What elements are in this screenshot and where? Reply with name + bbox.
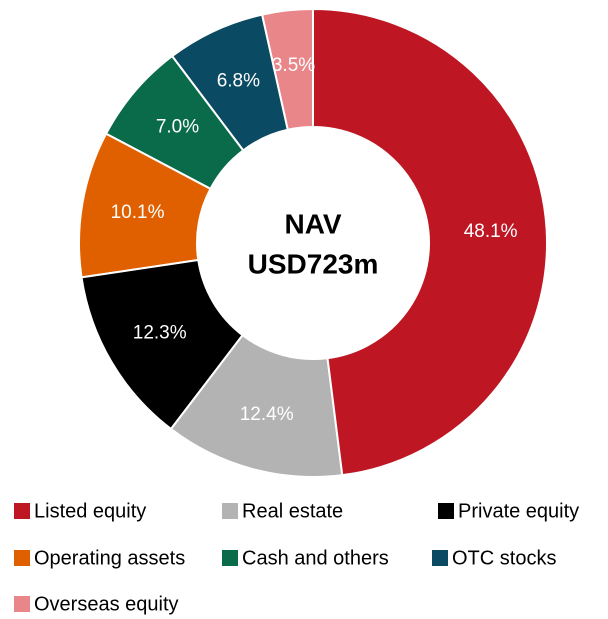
slice — [169, 333, 344, 478]
legend-swatch — [222, 503, 238, 519]
slice — [104, 54, 245, 191]
legend-label: Overseas equity — [34, 593, 179, 615]
legend-swatch — [14, 550, 30, 566]
center-label: NAV — [284, 208, 341, 239]
slice-label: 10.1% — [111, 202, 165, 223]
slice-label: 3.5% — [272, 55, 315, 76]
center-label: USD723m — [248, 248, 379, 279]
slice — [170, 13, 289, 152]
legend-label: Listed equity — [34, 500, 146, 522]
slice — [312, 7, 548, 477]
slice-label: 12.3% — [133, 322, 187, 343]
legend-swatch — [432, 550, 448, 566]
legend-label: Cash and others — [242, 547, 389, 569]
slice-label: 48.1% — [464, 221, 518, 242]
legend-label: OTC stocks — [452, 547, 556, 569]
slice — [78, 132, 212, 279]
slice-label: 12.4% — [240, 404, 294, 425]
legend-label: Operating assets — [34, 547, 185, 569]
slice-label: 7.0% — [156, 117, 199, 138]
legend-label: Real estate — [242, 500, 343, 522]
legend-swatch — [438, 503, 454, 519]
slice-label: 6.8% — [217, 70, 260, 91]
legend-swatch — [14, 596, 30, 612]
legend-swatch — [14, 503, 30, 519]
legend-label: Private equity — [458, 500, 579, 522]
legend-swatch — [222, 550, 238, 566]
